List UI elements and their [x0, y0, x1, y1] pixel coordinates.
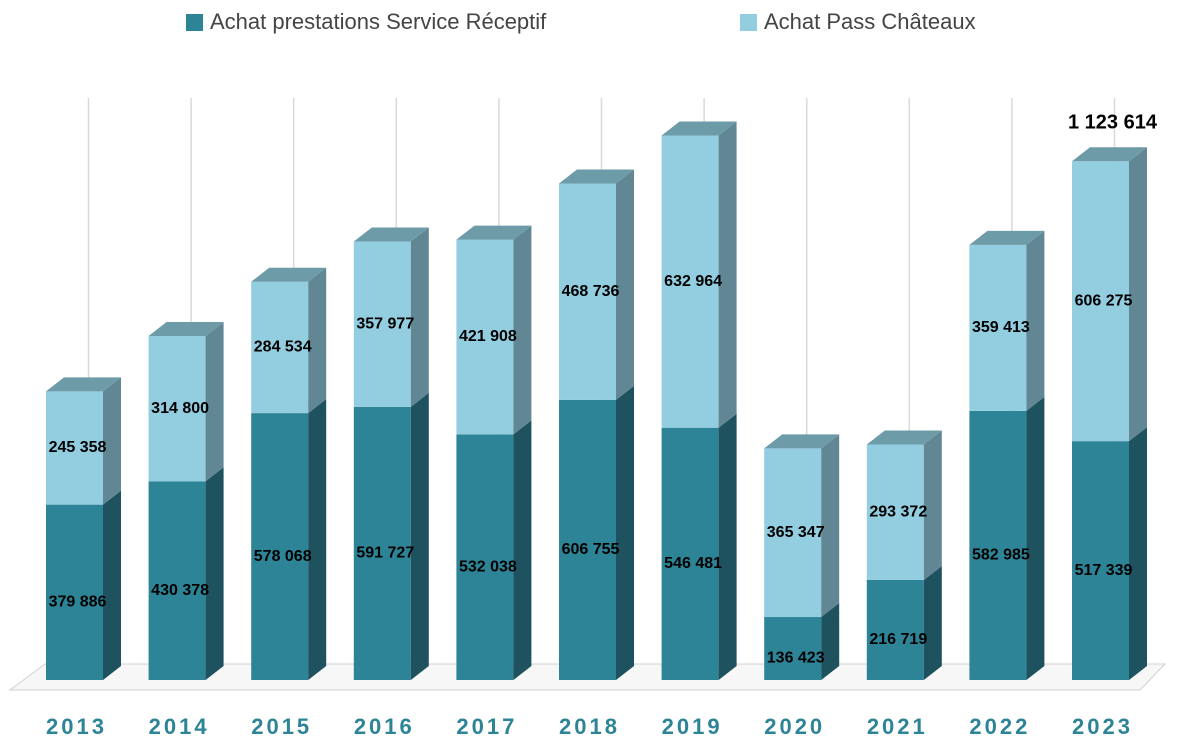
bar-segment — [456, 434, 514, 680]
bar-segment — [353, 241, 411, 407]
value-label: 284 534 — [254, 339, 312, 356]
bar-top — [456, 225, 532, 240]
bar-side — [821, 434, 840, 618]
bar-side — [205, 467, 224, 680]
value-label: 606 755 — [562, 541, 620, 558]
value-label: 359 413 — [972, 319, 1030, 336]
bar-segment — [251, 281, 309, 414]
legend-label: Achat prestations Service Réceptif — [210, 9, 547, 34]
bar-segment — [251, 413, 309, 680]
bar-side — [616, 169, 634, 400]
value-label: 606 275 — [1075, 292, 1133, 309]
legend-label: Achat Pass Châteaux — [764, 9, 976, 34]
value-label: 421 908 — [459, 328, 517, 345]
bar-segment — [661, 427, 719, 680]
value-label: 578 068 — [254, 548, 312, 565]
value-label: 293 372 — [869, 503, 927, 520]
bar-top — [148, 321, 224, 336]
value-label: 546 481 — [664, 555, 722, 572]
bar-top — [866, 430, 942, 445]
bar-segment — [148, 335, 206, 482]
bar-top — [1072, 147, 1147, 162]
bar-side — [821, 603, 840, 680]
x-tick-label: 2016 — [354, 714, 415, 739]
bar-side — [410, 227, 429, 407]
x-tick-label: 2014 — [149, 714, 210, 739]
x-tick-label: 2017 — [456, 714, 517, 739]
bar-segment — [559, 399, 616, 680]
bar-top — [661, 121, 737, 136]
bar-side — [308, 267, 327, 414]
value-label: 245 358 — [49, 439, 107, 456]
bar-side — [513, 420, 532, 680]
total-annotation: 1 123 614 — [1068, 112, 1158, 134]
bar-segment — [148, 481, 206, 680]
bar-side — [923, 430, 942, 580]
bar-side — [1026, 230, 1045, 411]
bar-top — [251, 267, 327, 282]
value-label: 468 736 — [562, 283, 620, 300]
value-label: 357 977 — [356, 315, 414, 332]
bar-side — [718, 121, 737, 428]
bar-segment — [969, 410, 1027, 680]
x-tick-label: 2019 — [662, 714, 723, 739]
x-tick-label: 2015 — [251, 714, 312, 739]
x-tick-label: 2023 — [1072, 714, 1133, 739]
bar-side — [103, 377, 121, 505]
bar-top — [559, 169, 634, 184]
bar-segment — [46, 504, 103, 680]
bar-top — [46, 377, 121, 392]
value-label: 582 985 — [972, 547, 1030, 564]
bar-side — [718, 413, 737, 680]
legend-swatch — [740, 14, 757, 31]
bar-segment — [559, 183, 616, 400]
bar-segment — [46, 391, 103, 505]
value-label: 379 886 — [49, 594, 107, 611]
x-tick-label: 2018 — [559, 714, 620, 739]
bar-segment — [866, 579, 924, 680]
x-tick-label: 2013 — [46, 714, 107, 739]
legend-swatch — [186, 14, 203, 31]
bar-segment — [969, 244, 1027, 411]
bar-top — [969, 230, 1045, 245]
bar-side — [410, 392, 429, 680]
bar-top — [764, 434, 840, 449]
bar-side — [513, 225, 532, 435]
x-tick-label: 2021 — [867, 714, 928, 739]
x-tick-label: 2020 — [764, 714, 825, 739]
value-label: 314 800 — [151, 400, 209, 417]
value-label: 632 964 — [664, 273, 722, 290]
value-label: 216 719 — [869, 631, 927, 648]
bar-side — [1129, 147, 1147, 442]
bar-segment — [764, 448, 822, 618]
bar-side — [1026, 396, 1045, 680]
value-label: 136 423 — [767, 650, 825, 667]
bar-segment — [353, 406, 411, 680]
bar-segment — [764, 617, 822, 680]
bar-segment — [1072, 161, 1129, 442]
bar-side — [1129, 427, 1147, 680]
bar-side — [103, 490, 121, 680]
value-label: 517 339 — [1075, 562, 1133, 579]
bar-segment — [866, 444, 924, 580]
bar-segment — [661, 135, 719, 428]
x-tick-label: 2022 — [969, 714, 1030, 739]
bar-side — [308, 399, 327, 680]
value-label: 365 347 — [767, 524, 825, 541]
bar-side — [205, 321, 224, 482]
bar-top — [353, 227, 429, 242]
bar-side — [923, 565, 942, 680]
bar-segment — [456, 239, 514, 435]
value-label: 532 038 — [459, 558, 517, 575]
bar-segment — [1072, 441, 1129, 680]
bar-side — [616, 385, 634, 680]
value-label: 430 378 — [151, 582, 209, 599]
value-label: 591 727 — [356, 545, 414, 562]
